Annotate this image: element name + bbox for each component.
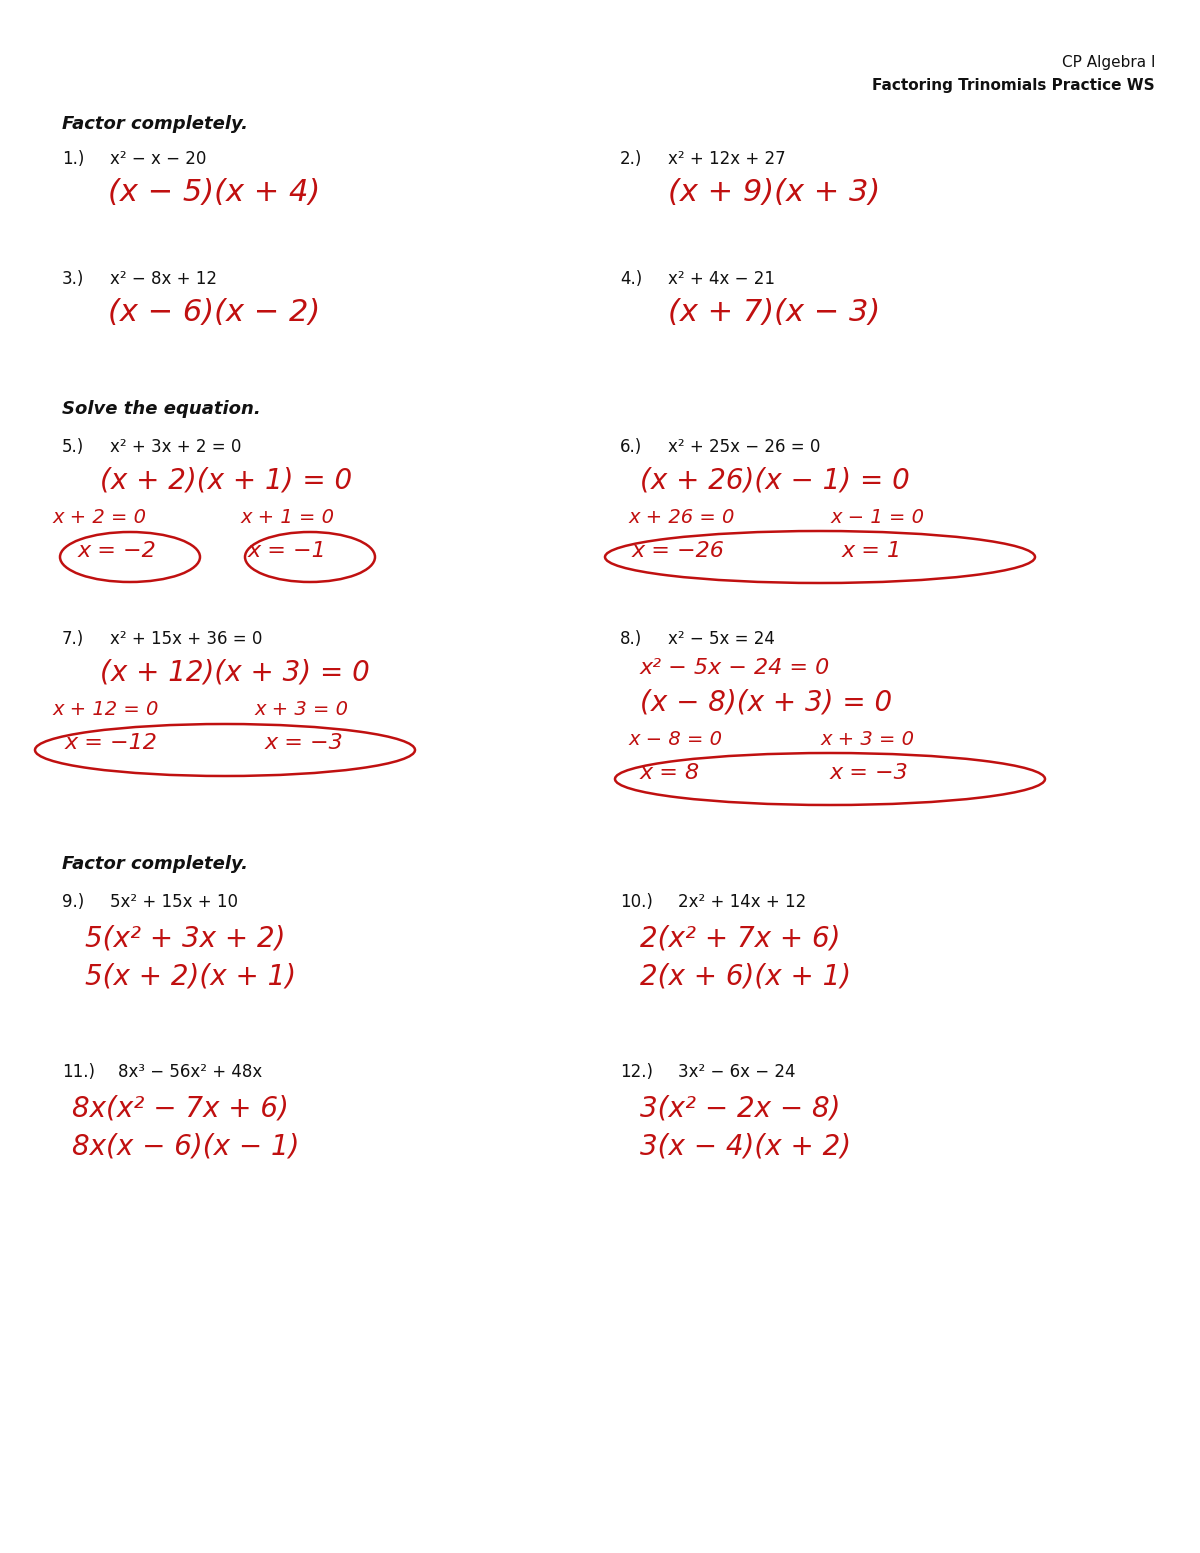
Text: 2x² + 14x + 12: 2x² + 14x + 12 bbox=[678, 893, 806, 912]
Text: x² + 3x + 2 = 0: x² + 3x + 2 = 0 bbox=[110, 438, 241, 457]
Text: 3(x² − 2x − 8): 3(x² − 2x − 8) bbox=[640, 1095, 840, 1123]
Text: x² + 25x − 26 = 0: x² + 25x − 26 = 0 bbox=[668, 438, 821, 457]
Text: x + 1 = 0: x + 1 = 0 bbox=[240, 508, 334, 526]
Text: 2(x + 6)(x + 1): 2(x + 6)(x + 1) bbox=[640, 963, 851, 991]
Text: 1.): 1.) bbox=[62, 151, 84, 168]
Text: Factor completely.: Factor completely. bbox=[62, 856, 248, 873]
Text: Solve the equation.: Solve the equation. bbox=[62, 401, 260, 418]
Text: x = 1: x = 1 bbox=[842, 540, 902, 561]
Text: x² − 5x = 24: x² − 5x = 24 bbox=[668, 631, 775, 648]
Text: x = −3: x = −3 bbox=[830, 763, 908, 783]
Text: 12.): 12.) bbox=[620, 1062, 653, 1081]
Text: 9.): 9.) bbox=[62, 893, 84, 912]
Text: (x + 12)(x + 3) = 0: (x + 12)(x + 3) = 0 bbox=[100, 658, 370, 686]
Text: 3(x − 4)(x + 2): 3(x − 4)(x + 2) bbox=[640, 1134, 851, 1162]
Text: x = −2: x = −2 bbox=[78, 540, 157, 561]
Text: x² + 12x + 27: x² + 12x + 27 bbox=[668, 151, 786, 168]
Text: (x + 2)(x + 1) = 0: (x + 2)(x + 1) = 0 bbox=[100, 466, 352, 494]
Text: x − 8 = 0: x − 8 = 0 bbox=[628, 730, 722, 749]
Text: x + 3 = 0: x + 3 = 0 bbox=[256, 700, 349, 719]
Text: x² + 15x + 36 = 0: x² + 15x + 36 = 0 bbox=[110, 631, 263, 648]
Text: 5x² + 15x + 10: 5x² + 15x + 10 bbox=[110, 893, 238, 912]
Text: 3.): 3.) bbox=[62, 270, 84, 287]
Text: 8x(x − 6)(x − 1): 8x(x − 6)(x − 1) bbox=[72, 1134, 300, 1162]
Text: (x + 26)(x − 1) = 0: (x + 26)(x − 1) = 0 bbox=[640, 466, 910, 494]
Text: x² − 5x − 24 = 0: x² − 5x − 24 = 0 bbox=[640, 658, 830, 679]
Text: (x − 5)(x + 4): (x − 5)(x + 4) bbox=[108, 179, 320, 207]
Text: 3x² − 6x − 24: 3x² − 6x − 24 bbox=[678, 1062, 796, 1081]
Text: x = −12: x = −12 bbox=[65, 733, 158, 753]
Text: x + 3 = 0: x + 3 = 0 bbox=[820, 730, 914, 749]
Text: x + 2 = 0: x + 2 = 0 bbox=[52, 508, 146, 526]
Text: x + 26 = 0: x + 26 = 0 bbox=[628, 508, 734, 526]
Text: x − 1 = 0: x − 1 = 0 bbox=[830, 508, 924, 526]
Text: 11.): 11.) bbox=[62, 1062, 95, 1081]
Text: x + 12 = 0: x + 12 = 0 bbox=[52, 700, 158, 719]
Text: CP Algebra I: CP Algebra I bbox=[1062, 54, 1154, 70]
Text: 6.): 6.) bbox=[620, 438, 642, 457]
Text: 8x(x² − 7x + 6): 8x(x² − 7x + 6) bbox=[72, 1095, 289, 1123]
Text: 10.): 10.) bbox=[620, 893, 653, 912]
Text: 4.): 4.) bbox=[620, 270, 642, 287]
Text: x = 8: x = 8 bbox=[640, 763, 700, 783]
Text: x = −26: x = −26 bbox=[632, 540, 725, 561]
Text: (x − 8)(x + 3) = 0: (x − 8)(x + 3) = 0 bbox=[640, 688, 892, 716]
Text: 5(x² + 3x + 2): 5(x² + 3x + 2) bbox=[85, 926, 286, 954]
Text: x² + 4x − 21: x² + 4x − 21 bbox=[668, 270, 775, 287]
Text: 7.): 7.) bbox=[62, 631, 84, 648]
Text: 2.): 2.) bbox=[620, 151, 642, 168]
Text: Factoring Trinomials Practice WS: Factoring Trinomials Practice WS bbox=[872, 78, 1154, 93]
Text: x = −1: x = −1 bbox=[248, 540, 326, 561]
Text: (x − 6)(x − 2): (x − 6)(x − 2) bbox=[108, 298, 320, 328]
Text: (x + 9)(x + 3): (x + 9)(x + 3) bbox=[668, 179, 881, 207]
Text: x² − 8x + 12: x² − 8x + 12 bbox=[110, 270, 217, 287]
Text: 5.): 5.) bbox=[62, 438, 84, 457]
Text: x² − x − 20: x² − x − 20 bbox=[110, 151, 206, 168]
Text: Factor completely.: Factor completely. bbox=[62, 115, 248, 134]
Text: 8x³ − 56x² + 48x: 8x³ − 56x² + 48x bbox=[118, 1062, 263, 1081]
Text: x = −3: x = −3 bbox=[265, 733, 343, 753]
Text: 8.): 8.) bbox=[620, 631, 642, 648]
Text: 5(x + 2)(x + 1): 5(x + 2)(x + 1) bbox=[85, 963, 296, 991]
Text: 2(x² + 7x + 6): 2(x² + 7x + 6) bbox=[640, 926, 840, 954]
Text: (x + 7)(x − 3): (x + 7)(x − 3) bbox=[668, 298, 881, 328]
